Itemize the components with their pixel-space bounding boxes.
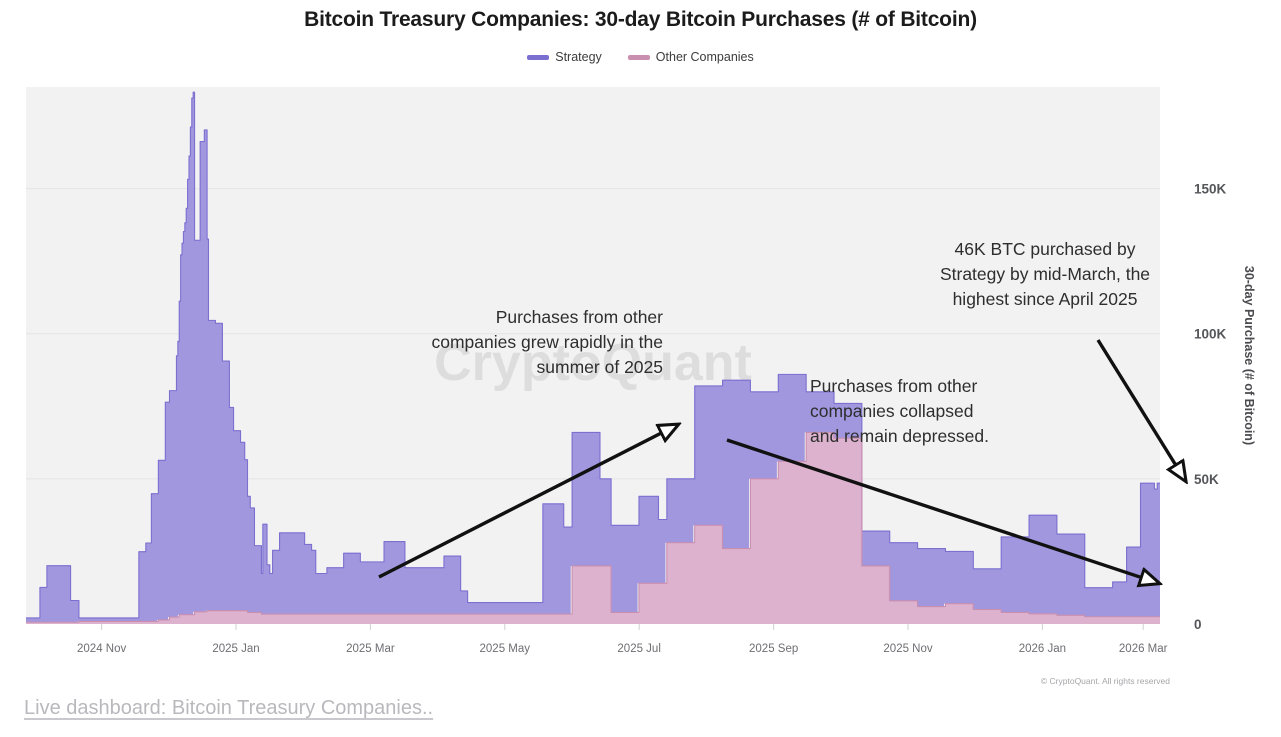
- x-axis-tick-label-7: 2026 Jan: [1019, 643, 1066, 655]
- x-axis-tick-label-3: 2025 May: [480, 643, 531, 655]
- annotation-46k-btc-text: 46K BTC purchased by Strategy by mid-Marc…: [940, 239, 1150, 309]
- legend-label-other-companies: Other Companies: [655, 50, 754, 64]
- y-axis-tick-label-0: 0: [1194, 617, 1202, 632]
- series-line-strategy: [26, 91, 1160, 619]
- annotation-46k-btc-arrow: [1096, 339, 1185, 480]
- series-area-strategy: [26, 92, 1160, 623]
- annotation-collapsed-arrow: [726, 438, 1158, 583]
- annotation-summer-2025-arrow: [378, 425, 677, 579]
- chart-title: Bitcoin Treasury Companies: 30-day Bitco…: [304, 8, 977, 31]
- x-axis-tick-label-0: 2024 Nov: [77, 643, 126, 655]
- y-axis-title: 30-day Purchase (# of Bitcoin): [1242, 266, 1256, 445]
- legend-swatch-strategy: [527, 54, 550, 60]
- x-axis-tick-label-8: 2026 Mar: [1119, 643, 1168, 655]
- legend-label-strategy: Strategy: [555, 50, 602, 64]
- copyright-text: © CryptoQuant. All rights reserved: [1041, 676, 1170, 686]
- cryptoquant-watermark: CryptoQuant: [434, 334, 752, 392]
- chart-legend: Strategy Other Companies: [0, 50, 1281, 64]
- y-axis-tick-label-2: 100K: [1194, 327, 1227, 342]
- annotation-46k-btc: 46K BTC purchased by Strategy by mid-Marc…: [940, 239, 1185, 480]
- legend-swatch-other-companies: [627, 54, 650, 60]
- annotation-collapsed-text: Purchases from other companies collapsed a…: [810, 376, 989, 446]
- live-dashboard-link[interactable]: Live dashboard: Bitcoin Treasury Compani…: [24, 697, 434, 719]
- x-axis-tick-label-4: 2025 Jul: [617, 643, 660, 655]
- annotation-summer-2025-text: Purchases from other companies grew rapid…: [431, 307, 663, 377]
- y-axis-tick-label-1: 50K: [1194, 472, 1219, 487]
- legend-item-other-companies[interactable]: Other Companies: [627, 50, 754, 64]
- x-axis-tick-label-1: 2025 Jan: [212, 643, 259, 655]
- x-axis-tick-label-2: 2025 Mar: [346, 643, 395, 655]
- series-line-other-companies: [26, 431, 1160, 623]
- x-axis-tick-label-5: 2025 Sep: [749, 643, 798, 655]
- annotation-summer-2025: Purchases from other companies grew rapid…: [378, 307, 677, 579]
- annotation-collapsed: Purchases from other companies collapsed a…: [726, 376, 1158, 583]
- x-axis-tick-label-6: 2025 Nov: [883, 643, 932, 655]
- series-area-other-companies: [26, 432, 1160, 624]
- y-axis-tick-label-3: 150K: [1194, 182, 1227, 197]
- legend-item-strategy[interactable]: Strategy: [527, 50, 602, 64]
